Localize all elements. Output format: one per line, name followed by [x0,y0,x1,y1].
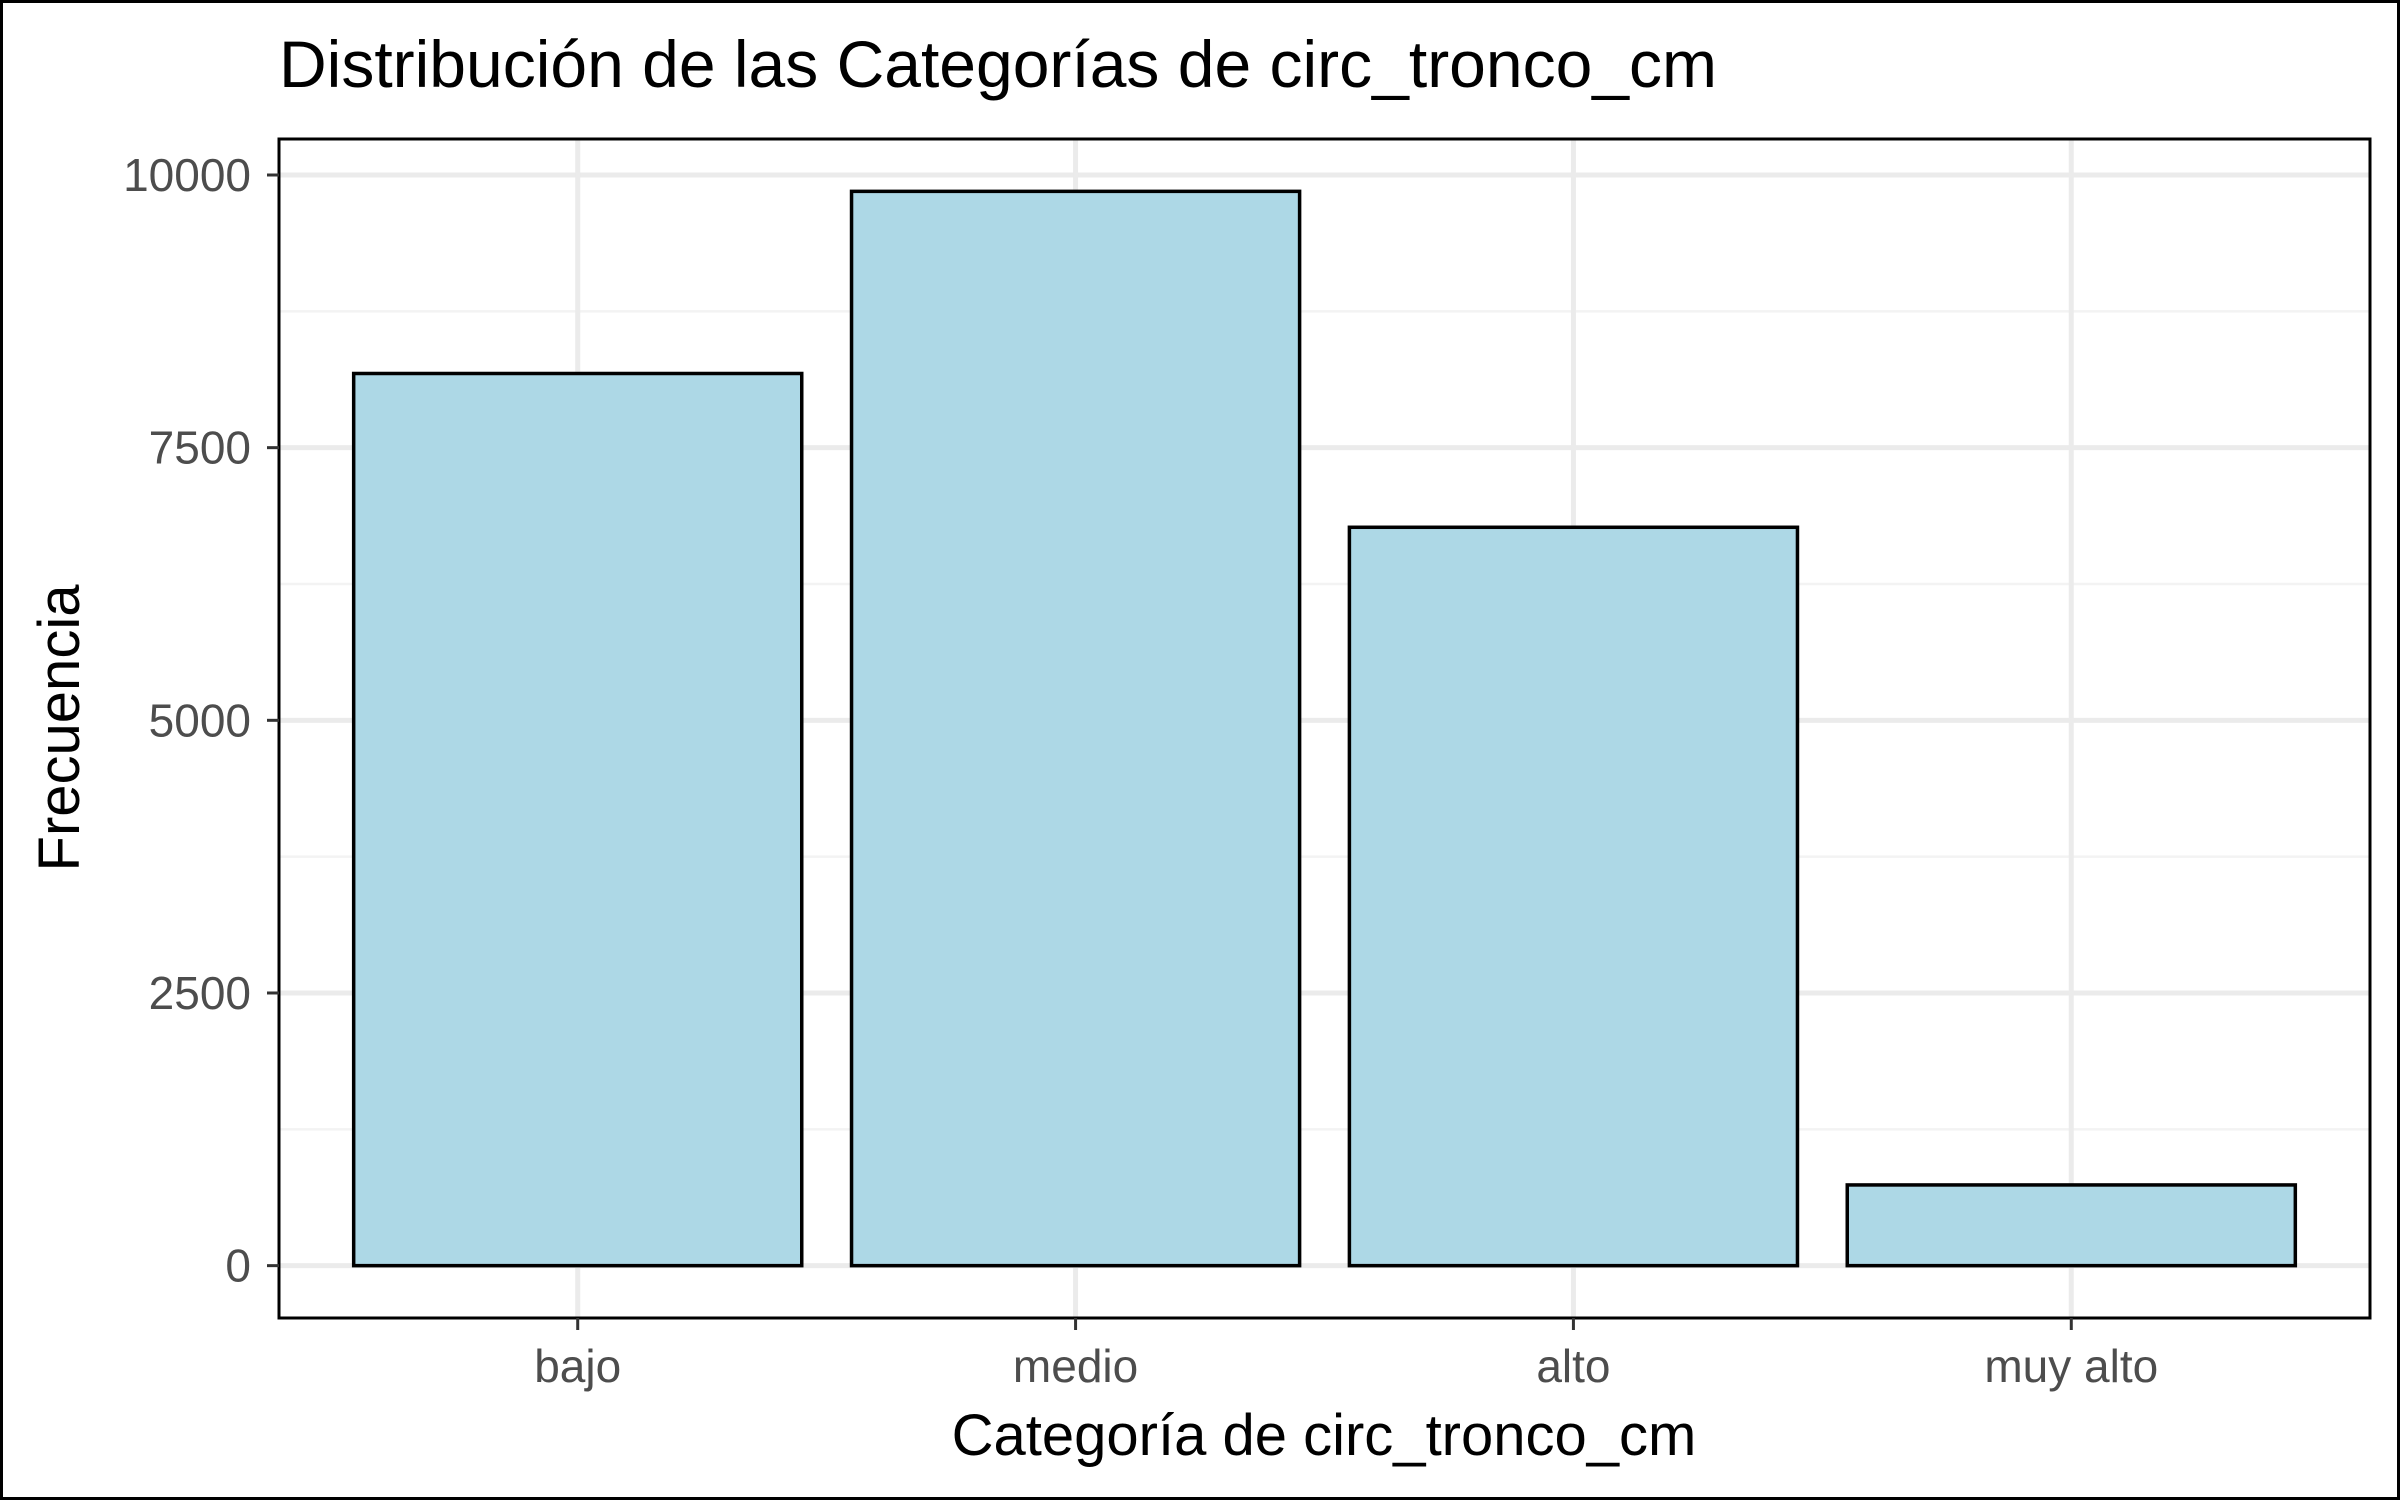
y-axis-title: Frecuencia [27,584,92,872]
y-tick-label: 5000 [149,694,251,746]
bar-bajo [351,371,804,1268]
bars [351,189,2298,1268]
y-tick-label: 2500 [149,967,251,1019]
y-tick-label: 0 [225,1240,251,1292]
chart-title: Distribución de las Categorías de circ_t… [279,27,1717,101]
bar-alto [1347,525,1800,1268]
x-tick-label: bajo [534,1340,621,1392]
panel-border [277,137,2372,1320]
y-axis-ticks: 0 2500 5000 7500 10000 [123,149,279,1292]
y-tick-label: 10000 [123,149,251,201]
bar-medio [849,189,1302,1268]
x-tick-label: medio [1013,1340,1138,1392]
x-axis-ticks: bajo medio alto muy alto [534,1318,2158,1392]
y-tick-label: 7500 [149,422,251,474]
bar-chart: 0 2500 5000 7500 10000 bajo medio alto muy alto… [27,27,2372,1468]
bar-muy-alto [1845,1183,2298,1268]
x-tick-label: muy alto [1984,1340,2158,1392]
x-tick-label: alto [1536,1340,1610,1392]
x-axis-title: Categoría de circ_tronco_cm [952,1403,1697,1468]
